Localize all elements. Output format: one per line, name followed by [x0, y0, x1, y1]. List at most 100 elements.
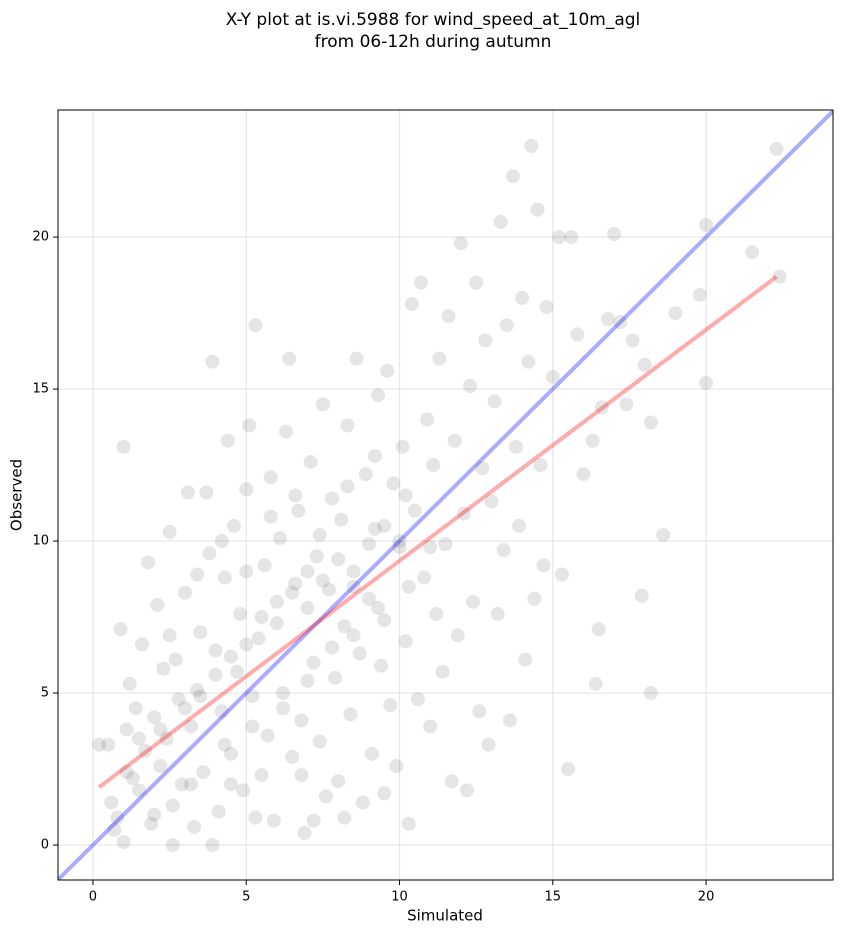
point [223, 649, 238, 664]
point [668, 306, 683, 321]
point [328, 670, 343, 685]
point [619, 397, 634, 412]
point [254, 610, 269, 625]
point [383, 698, 398, 713]
point [395, 439, 410, 454]
point [214, 534, 229, 549]
y-axis-label: Observed [8, 459, 26, 531]
point [211, 804, 226, 819]
point [153, 759, 168, 774]
point [459, 783, 474, 798]
point [331, 552, 346, 567]
point [168, 652, 183, 667]
point [367, 448, 382, 463]
point [233, 607, 248, 622]
point [515, 290, 530, 305]
point [594, 400, 609, 415]
point [190, 683, 205, 698]
point [248, 318, 263, 333]
point [453, 236, 468, 251]
point [288, 488, 303, 503]
point [150, 597, 165, 612]
point [358, 467, 373, 482]
grid [58, 110, 833, 880]
point [361, 537, 376, 552]
point [331, 774, 346, 789]
point [364, 746, 379, 761]
point [116, 835, 131, 850]
point [371, 388, 386, 403]
point [312, 527, 327, 542]
point [533, 458, 548, 473]
point [254, 768, 269, 783]
point [591, 622, 606, 637]
point [564, 230, 579, 245]
point [239, 637, 254, 652]
point [426, 458, 441, 473]
point [260, 728, 275, 743]
y-tick-label: 10 [32, 534, 49, 549]
point [125, 771, 140, 786]
point [193, 625, 208, 640]
point [217, 570, 232, 585]
point [346, 628, 361, 643]
point [576, 467, 591, 482]
point [484, 494, 499, 509]
point [450, 628, 465, 643]
point [355, 795, 370, 810]
point [401, 816, 416, 831]
point [285, 749, 300, 764]
point [343, 707, 358, 722]
point [285, 585, 300, 600]
point [184, 777, 199, 792]
point [214, 704, 229, 719]
point [110, 810, 125, 825]
point [634, 588, 649, 603]
point [441, 309, 456, 324]
point [208, 667, 223, 682]
point [398, 634, 413, 649]
point [128, 701, 143, 716]
point [122, 676, 137, 691]
point [174, 777, 189, 792]
point [156, 661, 171, 676]
point [220, 433, 235, 448]
point [423, 540, 438, 555]
point [435, 664, 450, 679]
point [251, 631, 266, 646]
point [334, 512, 349, 527]
point [248, 810, 263, 825]
point [119, 722, 134, 737]
axes: 0 5 10 15 20 0 5 10 15 20 [32, 109, 834, 905]
point [202, 546, 217, 561]
point [162, 628, 177, 643]
point [769, 141, 784, 156]
point [392, 534, 407, 549]
point [361, 591, 376, 606]
point [116, 439, 131, 454]
point [177, 585, 192, 600]
point [257, 558, 272, 573]
point [588, 676, 603, 691]
point [475, 461, 490, 476]
point [291, 503, 306, 518]
x-tick-label: 15 [545, 890, 562, 905]
point [499, 318, 514, 333]
point [300, 564, 315, 579]
points [92, 138, 787, 853]
point [374, 658, 389, 673]
point [420, 412, 435, 427]
point [300, 600, 315, 615]
point [242, 418, 257, 433]
point [294, 768, 309, 783]
point [536, 558, 551, 573]
point [367, 521, 382, 536]
point [392, 540, 407, 555]
point [134, 637, 149, 652]
x-tick-label: 0 [89, 890, 97, 905]
point [196, 765, 211, 780]
point [346, 564, 361, 579]
